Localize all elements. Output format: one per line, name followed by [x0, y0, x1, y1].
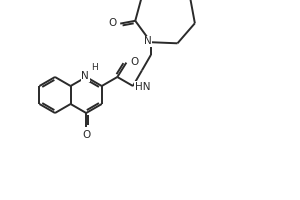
Text: O: O — [108, 18, 116, 28]
Text: O: O — [130, 57, 139, 67]
Text: HN: HN — [135, 82, 150, 92]
Text: H: H — [91, 63, 98, 72]
Text: O: O — [82, 130, 90, 140]
Text: N: N — [144, 36, 152, 46]
Text: N: N — [81, 71, 89, 81]
